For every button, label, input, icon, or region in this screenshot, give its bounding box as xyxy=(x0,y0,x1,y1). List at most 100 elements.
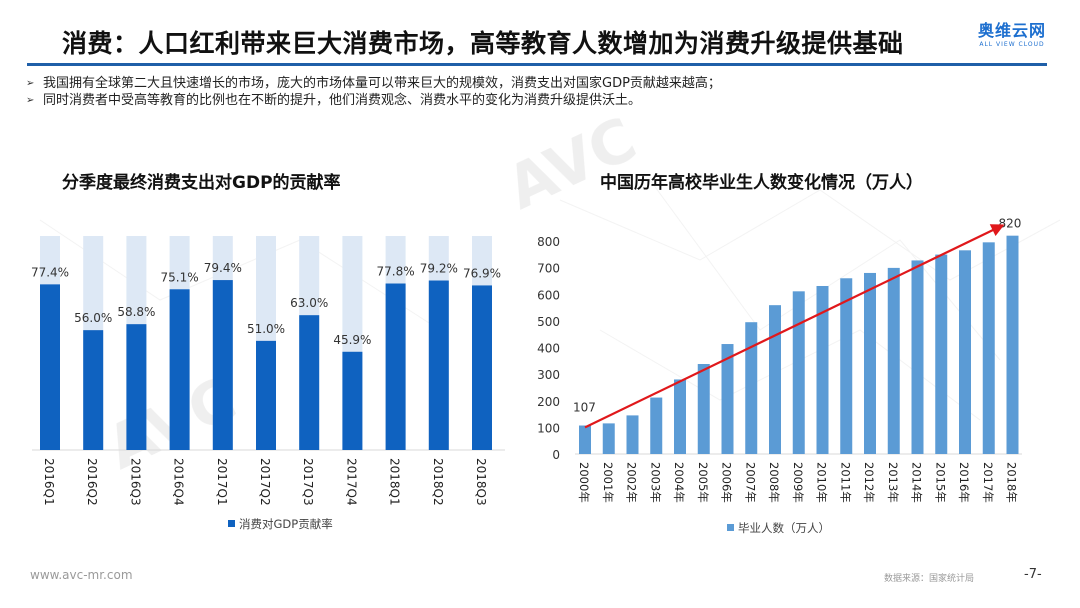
x-tick-label: 2011年 xyxy=(838,462,852,503)
bar xyxy=(299,315,320,450)
x-tick-label: 2008年 xyxy=(767,462,781,503)
trend-arrow xyxy=(584,224,1005,429)
bullet-item: ➢ 我国拥有全球第二大且快速增长的市场，庞大的市场体量可以带来巨大的规模效，消费… xyxy=(26,76,786,92)
y-tick-label: 100 xyxy=(537,421,560,435)
logo-chinese: 奥维云网 xyxy=(977,21,1046,40)
bar xyxy=(169,289,190,450)
data-label: 56.0% xyxy=(74,311,112,325)
y-tick-label: 600 xyxy=(537,288,560,302)
bar xyxy=(887,267,900,454)
bullet-item: ➢ 同时消费者中受高等教育的比例也在不断的提升，他们消费观念、消费水平的变化为消… xyxy=(26,93,786,109)
data-label: 45.9% xyxy=(333,333,371,347)
bar xyxy=(602,423,615,454)
x-tick-label: 2016年 xyxy=(957,462,971,503)
x-tick-label: 2018Q1 xyxy=(388,458,402,506)
x-tick-label: 2010年 xyxy=(815,462,829,503)
bar xyxy=(385,283,406,450)
x-tick-label: 2009年 xyxy=(791,462,805,503)
bar xyxy=(721,344,734,454)
bar xyxy=(959,250,971,454)
brand-logo: 奥维云网 ALL VIEW CLOUD xyxy=(962,22,1062,49)
x-tick-label: 2017Q1 xyxy=(215,458,229,506)
title-divider xyxy=(27,63,1047,66)
page-title: 消费：人口红利带来巨大消费市场，高等教育人数增加为消费升级提供基础 xyxy=(62,29,904,58)
graduates-chart: 0 100 200 300 400 500 600 700 800 2000年 2001年 2002年… xyxy=(537,217,1022,535)
x-tick-label: 2015年 xyxy=(933,462,947,503)
y-tick-label: 400 xyxy=(537,342,560,356)
x-tick-label: 2018Q2 xyxy=(431,458,445,506)
bar xyxy=(840,278,853,454)
x-tick-label: 2004年 xyxy=(672,462,686,503)
bar xyxy=(650,397,663,454)
y-tick-label: 0 xyxy=(552,448,560,462)
bar xyxy=(697,364,710,454)
bar xyxy=(256,340,276,450)
bar xyxy=(745,322,758,454)
x-tick-label: 2006年 xyxy=(720,462,734,503)
y-tick-label: 700 xyxy=(537,262,560,276)
data-label: 79.4% xyxy=(204,261,242,275)
x-tick-label: 2007年 xyxy=(743,462,757,503)
data-label: 77.8% xyxy=(377,265,415,279)
bar xyxy=(1006,235,1019,454)
bullet-text: 我国拥有全球第二大且快速增长的市场，庞大的市场体量可以带来巨大的规模效，消费支出… xyxy=(43,76,721,91)
x-tick-label: 2014年 xyxy=(910,462,924,503)
bar xyxy=(212,280,233,450)
x-tick-label: 2005年 xyxy=(696,462,710,503)
bar xyxy=(769,305,781,454)
arrow-bullet-icon: ➢ xyxy=(26,95,35,106)
x-tick-label: 2002年 xyxy=(625,462,639,503)
y-tick-label: 800 xyxy=(537,235,560,249)
left-chart-title: 分季度最终消费支出对GDP的贡献率 xyxy=(62,173,341,193)
x-tick-label: 2012年 xyxy=(862,462,876,503)
y-tick-label: 500 xyxy=(537,315,560,329)
x-tick-label: 2016Q4 xyxy=(172,458,186,506)
bar xyxy=(982,242,995,454)
bar xyxy=(579,425,591,454)
legend: 消费对GDP贡献率 xyxy=(228,517,333,531)
bar xyxy=(864,272,876,454)
footer-url[interactable]: www.avc-mr.com xyxy=(30,568,133,582)
bar xyxy=(792,291,805,454)
annotation-label: 107 xyxy=(573,401,596,415)
data-label: 75.1% xyxy=(161,270,199,284)
bar xyxy=(816,285,829,454)
x-tick-label: 2017年 xyxy=(981,462,995,503)
data-label: 77.4% xyxy=(31,265,69,279)
data-label: 76.9% xyxy=(463,266,501,280)
arrow-bullet-icon: ➢ xyxy=(26,78,35,89)
x-tick-label: 2018Q3 xyxy=(474,458,488,506)
x-tick-label: 2017Q2 xyxy=(258,458,272,506)
gdp-contribution-chart: 77.4% 2016Q1 56.0% 2016Q2 58.8% 2016Q3 75.1% 20… xyxy=(31,236,505,531)
bar xyxy=(674,379,686,454)
x-tick-label: 2018年 xyxy=(1005,462,1019,503)
x-tick-label: 2016Q3 xyxy=(128,458,142,506)
bar xyxy=(472,285,492,450)
x-tick-label: 2001年 xyxy=(601,462,615,503)
x-tick-label: 2016Q2 xyxy=(85,458,99,506)
annotation-label: 820 xyxy=(999,217,1022,231)
bar xyxy=(40,284,60,450)
legend-swatch xyxy=(228,520,235,527)
bar xyxy=(83,330,104,450)
page-number: -7- xyxy=(1024,567,1042,582)
y-tick-label: 200 xyxy=(537,395,560,409)
x-tick-label: 2017Q4 xyxy=(344,458,358,506)
bar xyxy=(428,280,449,450)
x-tick-label: 2003年 xyxy=(648,462,662,503)
x-tick-label: 2017Q3 xyxy=(301,458,315,506)
x-tick-label: 2000年 xyxy=(577,462,591,503)
data-label: 51.0% xyxy=(247,322,285,336)
bar xyxy=(626,415,639,454)
logo-english: ALL VIEW CLOUD xyxy=(979,41,1045,48)
legend-label: 消费对GDP贡献率 xyxy=(239,517,333,531)
bullet-list: ➢ 我国拥有全球第二大且快速增长的市场，庞大的市场体量可以带来巨大的规模效，消费… xyxy=(26,76,786,110)
x-tick-label: 2016Q1 xyxy=(42,458,56,506)
bar xyxy=(911,260,924,454)
bullet-text: 同时消费者中受高等教育的比例也在不断的提升，他们消费观念、消费水平的变化为消费升… xyxy=(43,93,642,108)
data-label: 63.0% xyxy=(290,296,328,310)
data-label: 79.2% xyxy=(420,262,458,276)
data-label: 58.8% xyxy=(117,305,155,319)
legend: 毕业人数（万人） xyxy=(727,521,830,535)
legend-swatch xyxy=(727,524,734,531)
